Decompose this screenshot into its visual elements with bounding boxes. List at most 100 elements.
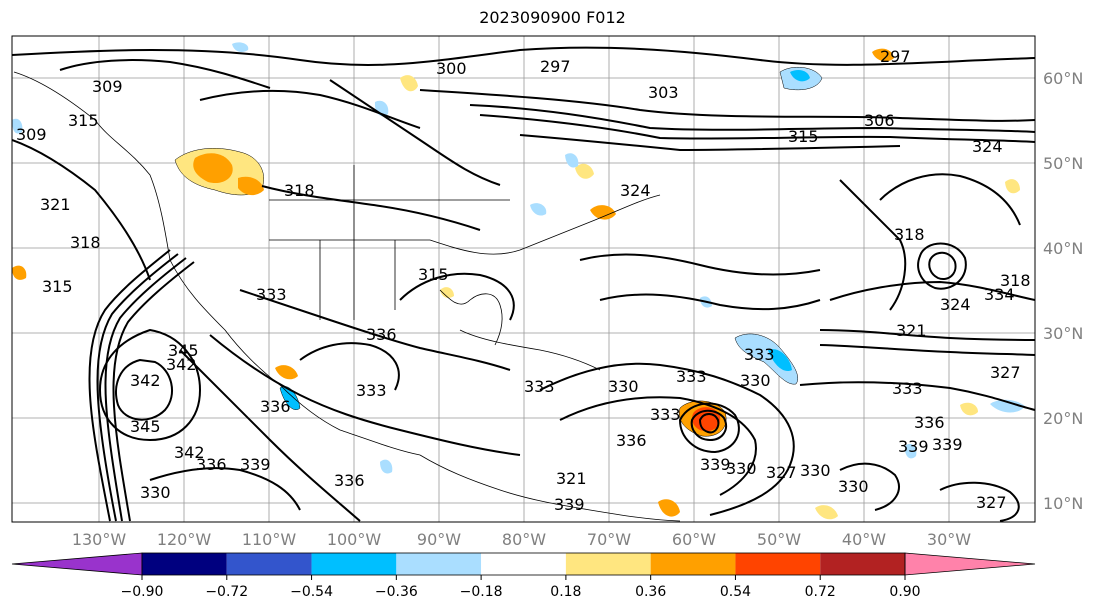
contour-label: 321 [896, 321, 927, 340]
negative-shading [12, 42, 1025, 474]
lat-label: 20°N [1043, 409, 1083, 428]
contour-label: 345 [168, 341, 199, 360]
contour-label: 336 [334, 471, 365, 490]
map-figure: 297 300 297 303 306 315 324 309 309 315 … [11, 35, 1083, 549]
contour-label: 345 [130, 417, 161, 436]
contour-label: 324 [972, 137, 1003, 156]
contour-label: 321 [40, 195, 71, 214]
contour-label: 327 [990, 363, 1021, 382]
contour-label: 324 [940, 295, 971, 314]
lon-label: 120°W [157, 530, 212, 549]
contour-label: 333 [356, 381, 387, 400]
contour-label: 336 [196, 455, 227, 474]
contour-label: 339 [240, 455, 271, 474]
lon-label: 110°W [242, 530, 297, 549]
colorbar-tick-label: 0.54 [720, 584, 751, 600]
map-title: 2023090900 F012 [479, 8, 626, 27]
lon-label: 80°W [502, 530, 546, 549]
contour-label: 297 [540, 57, 571, 76]
colorbar-extend-low [11, 552, 143, 576]
lon-label: 60°W [672, 530, 716, 549]
contour-label: 334 [984, 285, 1015, 304]
colorbar-tick-label: −0.72 [205, 584, 248, 600]
contour-label: 315 [68, 111, 99, 130]
contour-label: 318 [70, 233, 101, 252]
lat-label: 40°N [1043, 239, 1083, 258]
colorbar-box [820, 553, 905, 575]
latitude-labels: 60°N 50°N 40°N 30°N 20°N 10°N [1043, 69, 1083, 513]
colorbar-tick-label: −0.36 [375, 584, 418, 600]
contour-label: 336 [616, 431, 647, 450]
contour-lines [12, 46, 1035, 522]
contour-label: 339 [554, 495, 585, 514]
contour-label: 330 [726, 459, 757, 478]
colorbar-tick-label: 0.36 [635, 584, 666, 600]
contour-label: 336 [914, 413, 945, 432]
contour-label: 303 [648, 83, 679, 102]
contour-label: 336 [366, 325, 397, 344]
lat-label: 50°N [1043, 154, 1083, 173]
colorbar-box [565, 553, 651, 575]
colorbar-tick-label: −0.54 [290, 584, 333, 600]
contour-label: 309 [16, 125, 47, 144]
contour-label: 315 [42, 277, 73, 296]
lat-label: 10°N [1043, 494, 1083, 513]
colorbar-box [226, 553, 312, 575]
colorbar-box [735, 553, 821, 575]
colorbar-box [311, 553, 397, 575]
contour-label: 318 [284, 181, 315, 200]
contour-label: 330 [608, 377, 639, 396]
contour-label: 339 [700, 455, 731, 474]
contour-labels: 297 300 297 303 306 315 324 309 309 315 … [16, 47, 1031, 514]
contour-label: 333 [524, 377, 555, 396]
colorbar-box [142, 553, 227, 575]
colorbar-box [481, 553, 566, 575]
contour-label: 330 [740, 371, 771, 390]
contour-label: 339 [932, 435, 963, 454]
contour-label: 327 [766, 463, 797, 482]
contour-label: 333 [650, 405, 681, 424]
colorbar-tick-label: 0.90 [889, 584, 920, 600]
contour-label: 333 [744, 345, 775, 364]
lat-label: 60°N [1043, 69, 1083, 88]
contour-label: 330 [838, 477, 869, 496]
map-frame [11, 35, 1036, 523]
contour-label: 330 [800, 461, 831, 480]
contour-label: 324 [620, 181, 651, 200]
contour-label: 333 [256, 285, 287, 304]
contour-label: 321 [556, 469, 587, 488]
contour-label: 336 [260, 397, 291, 416]
contour-label: 300 [436, 59, 467, 78]
contour-label: 315 [788, 127, 819, 146]
contour-label: 330 [140, 483, 171, 502]
colorbar-tick-label: 0.18 [550, 584, 581, 600]
lon-label: 130°W [72, 530, 127, 549]
colorbar-tick-label: 0.72 [805, 584, 836, 600]
colorbar-outline [141, 552, 906, 576]
colorbar-box [650, 553, 736, 575]
colorbar-boxes [11, 552, 1036, 576]
lon-label: 100°W [327, 530, 382, 549]
colorbar-box [396, 553, 482, 575]
colorbar-ticks: −0.90 −0.72 −0.54 −0.36 −0.18 0.18 0.36 0.54 0.7… [121, 575, 921, 600]
lat-label: 30°N [1043, 324, 1083, 343]
contour-label: 318 [1000, 271, 1031, 290]
contour-label: 318 [894, 225, 925, 244]
contour-label: 333 [676, 367, 707, 386]
contour-label: 315 [418, 265, 449, 284]
colorbar: −0.90 −0.72 −0.54 −0.36 −0.18 0.18 0.36 0.54 0.7… [11, 552, 1036, 600]
contour-label: 333 [892, 379, 923, 398]
contour-label: 342 [174, 443, 205, 462]
contour-label: 342 [130, 371, 161, 390]
contour-label: 306 [864, 111, 895, 130]
lon-label: 70°W [587, 530, 631, 549]
lon-label: 30°W [927, 530, 971, 549]
lon-label: 50°W [757, 530, 801, 549]
contour-label: 342 [166, 355, 197, 374]
lon-label: 90°W [417, 530, 461, 549]
coastlines [13, 71, 681, 522]
longitude-labels: 130°W 120°W 110°W 100°W 90°W 80°W 70°W 6… [72, 530, 971, 549]
colorbar-extend-high [904, 552, 1036, 576]
contour-label: 309 [92, 77, 123, 96]
positive-shading [12, 48, 1020, 520]
